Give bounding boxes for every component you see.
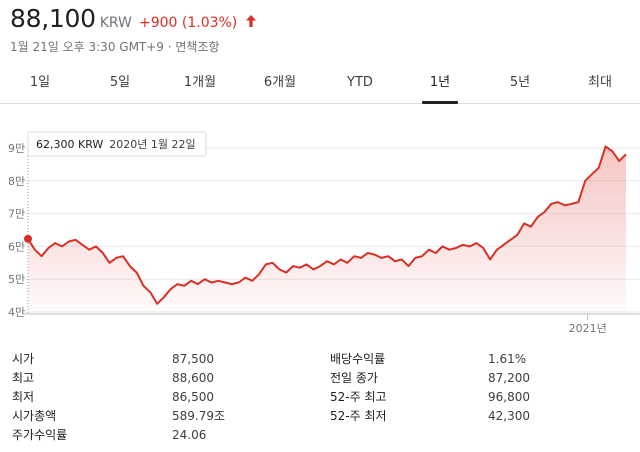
price-change: +900 (1.03%) — [138, 15, 238, 31]
tooltip-value: 62,300 KRW — [36, 138, 103, 151]
stat-value-prev-close: 87,200 — [488, 371, 530, 385]
stat-label-open: 시가 — [12, 352, 35, 366]
stat-value-dividend-yield: 1.61% — [488, 352, 527, 366]
tab-6m[interactable]: 6개월 — [263, 75, 297, 90]
stat-value-market-cap: 589.79조 — [172, 409, 226, 423]
stats-row: 시가 87,500 배당수익률 1.61% — [0, 350, 640, 369]
stat-value-52w-low: 42,300 — [488, 409, 530, 423]
stat-value-pe-ratio: 24.06 — [172, 428, 207, 442]
stats-row: 주가수익률 24.06 — [0, 426, 640, 445]
stat-value-high: 88,600 — [172, 371, 214, 385]
currency-code: KRW — [99, 15, 132, 31]
tab-5d[interactable]: 5일 — [109, 75, 131, 90]
stat-value-low: 86,500 — [172, 390, 214, 404]
stat-label-low: 최저 — [12, 390, 35, 404]
y-tick-label: 8만 — [8, 175, 25, 188]
range-tabs: 1일 5일 1개월 6개월 YTD 1년 5년 최대 — [0, 64, 640, 104]
stat-label-market-cap: 시가총액 — [12, 409, 57, 423]
tab-1d[interactable]: 1일 — [29, 75, 51, 90]
tab-ytd[interactable]: YTD — [347, 75, 373, 90]
price-chart[interactable]: 9만 8만 7만 6만 5만 4만 2021년 62,300 KRW 2020년 1월 22… — [0, 118, 640, 334]
arrow-up-icon — [246, 15, 257, 27]
stat-label-pe-ratio: 주가수익률 — [12, 428, 68, 442]
chart-tooltip: 62,300 KRW 2020년 1월 22일 — [27, 131, 207, 157]
tab-max[interactable]: 최대 — [588, 75, 612, 90]
x-axis-labels: 2021년 — [569, 314, 607, 334]
stat-label-prev-close: 전일 종가 — [330, 371, 378, 385]
y-tick-label: 9만 — [8, 142, 25, 155]
y-tick-label: 6만 — [8, 240, 25, 253]
stat-value-open: 87,500 — [172, 352, 214, 366]
price-line — [27, 145, 627, 305]
stat-label-52w-high: 52-주 최고 — [330, 390, 387, 404]
stat-label-dividend-yield: 배당수익률 — [330, 352, 386, 366]
stats-row: 최고 88,600 전일 종가 87,200 — [0, 369, 640, 388]
hover-point — [24, 234, 32, 243]
tooltip-date: 2020년 1월 22일 — [109, 137, 195, 151]
y-tick-label: 7만 — [8, 208, 25, 221]
price-area-fill — [28, 146, 626, 314]
stat-label-52w-low: 52-주 최저 — [330, 409, 387, 423]
y-tick-label: 5만 — [8, 273, 25, 286]
quote-timestamp-disclaimer: 1월 21일 오후 3:30 GMT+9 · 면책조항 — [10, 40, 220, 54]
quote-header: 88,100 KRW +900 (1.03%) — [10, 4, 258, 38]
tab-1m[interactable]: 1개월 — [183, 75, 217, 90]
stat-label-high: 최고 — [12, 371, 35, 385]
stat-value-52w-high: 96,800 — [488, 390, 530, 404]
x-tick-label: 2021년 — [569, 322, 607, 334]
y-axis-labels: 9만 8만 7만 6만 5만 4만 — [8, 142, 25, 319]
tab-1y[interactable]: 1년 — [400, 64, 480, 104]
tab-5y[interactable]: 5년 — [509, 75, 531, 90]
stats-row: 시가총액 589.79조 52-주 최저 42,300 — [0, 407, 640, 426]
current-price: 88,100 — [10, 4, 96, 33]
y-tick-label: 4만 — [8, 306, 25, 319]
stats-row: 최저 86,500 52-주 최고 96,800 — [0, 388, 640, 407]
